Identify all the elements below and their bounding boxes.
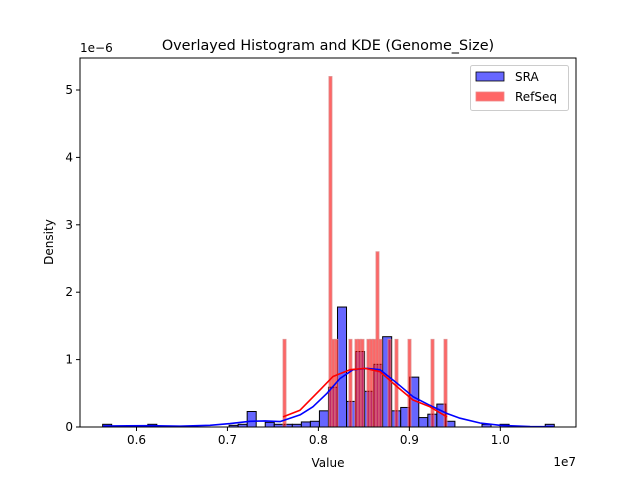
refseq-bar [282,338,287,428]
y-axis: 0 1 2 3 4 5 [65,83,80,434]
y-tick-label: 5 [65,83,73,97]
x-tick-label: 1.0 [491,433,510,447]
x-tick-label: 0.9 [400,433,419,447]
sra-bar [309,420,320,428]
sra-bar [246,410,257,428]
y-offset-label: 1e−6 [80,41,113,55]
legend-swatch-refseq [475,91,505,102]
legend-label-refseq: RefSeq [515,90,557,104]
sra-kde-line [102,367,555,428]
sra-bar [418,417,429,428]
refseq-kde-line [282,367,448,418]
sra-bar [300,421,311,428]
x-tick-label: 0.7 [218,433,237,447]
kde-curves [102,367,555,428]
x-tick-label: 0.6 [127,433,146,447]
refseq-bar [348,338,353,428]
legend: SRA RefSeq [470,65,569,111]
sra-bar [318,410,329,428]
refseq-bar [430,338,435,428]
plot-frame [79,57,577,428]
x-offset-label: 1e7 [553,455,576,469]
x-tick-label: 0.8 [309,433,328,447]
refseq-bar [407,338,412,428]
sra-bar [336,306,348,428]
y-tick-label: 1 [65,353,73,367]
y-tick-label: 3 [65,218,73,232]
y-axis-label: Density [42,219,56,265]
legend-label-sra: SRA [515,70,539,84]
refseq-bar [387,338,392,428]
y-tick-label: 0 [65,420,73,434]
x-axis: 0.6 0.7 0.8 0.9 1.0 [127,427,510,447]
refseq-bar [360,338,365,428]
y-tick-label: 2 [65,285,73,299]
chart-title: Overlayed Histogram and KDE (Genome_Size… [162,38,494,54]
legend-swatch-sra [475,71,505,82]
refseq-bar [378,338,383,428]
x-axis-label: Value [312,456,345,470]
sra-bar [264,421,275,428]
y-tick-label: 4 [65,150,73,164]
